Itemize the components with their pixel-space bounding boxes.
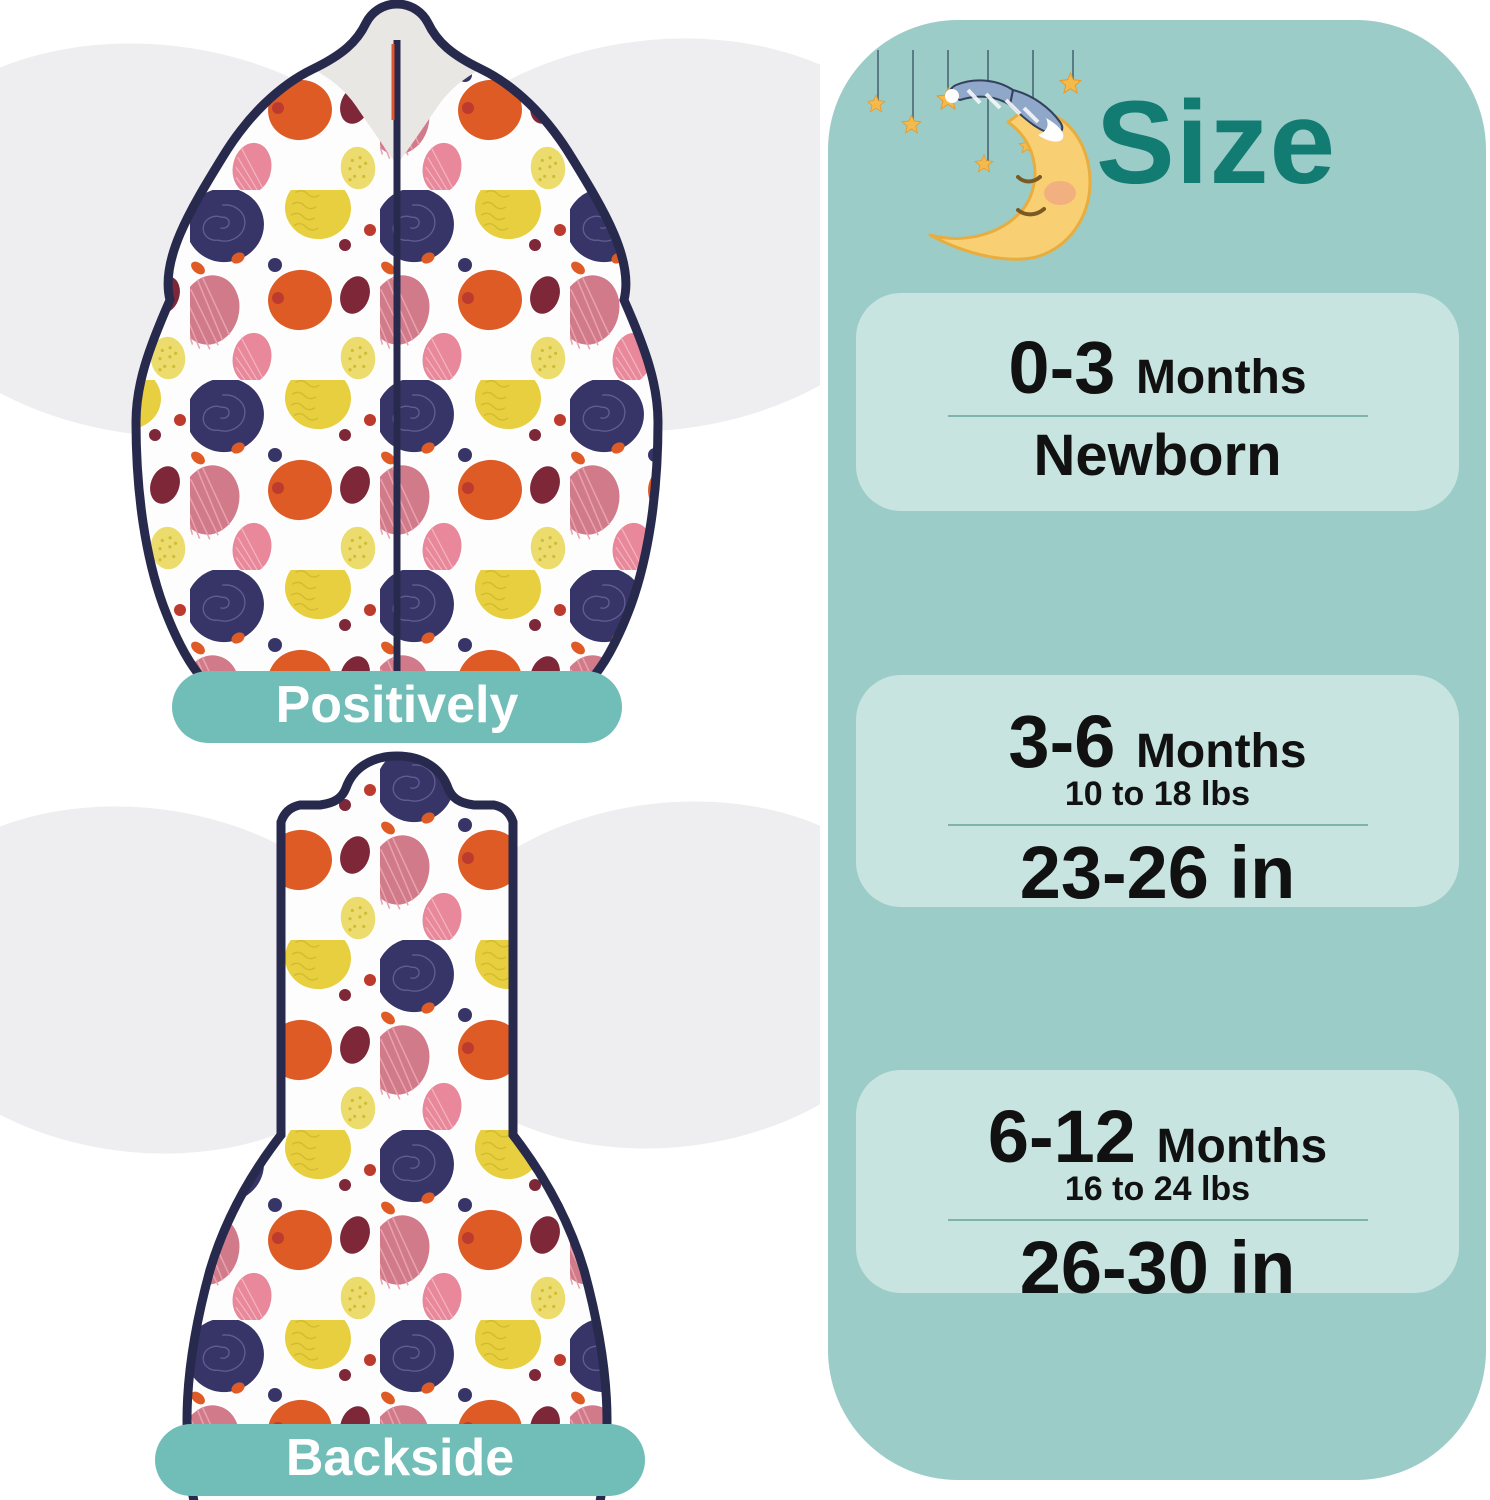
svg-text:Backside: Backside — [286, 1429, 514, 1487]
svg-text:Positively: Positively — [276, 676, 519, 734]
